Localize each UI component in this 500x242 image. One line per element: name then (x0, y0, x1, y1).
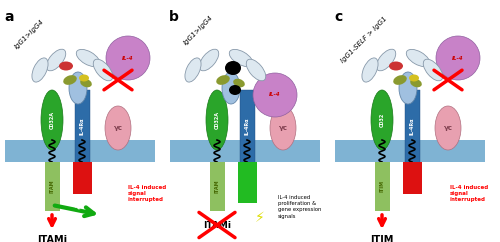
Text: IgG1>IgG4: IgG1>IgG4 (183, 14, 214, 46)
Ellipse shape (376, 49, 396, 71)
Text: CD32A: CD32A (50, 111, 54, 129)
Ellipse shape (371, 90, 393, 150)
Text: IL-4: IL-4 (269, 92, 281, 98)
FancyBboxPatch shape (170, 140, 320, 162)
Ellipse shape (270, 106, 296, 150)
Text: IgG1>IgG4: IgG1>IgG4 (14, 18, 46, 50)
FancyBboxPatch shape (240, 90, 254, 162)
Ellipse shape (80, 79, 92, 87)
Text: ⚡: ⚡ (255, 211, 265, 225)
FancyBboxPatch shape (44, 161, 60, 211)
Ellipse shape (424, 59, 442, 81)
Text: IL-4Rα: IL-4Rα (244, 117, 250, 135)
Ellipse shape (69, 72, 87, 104)
Ellipse shape (406, 49, 430, 67)
Text: ITAM: ITAM (214, 179, 220, 193)
Ellipse shape (94, 59, 112, 81)
Text: ITAMi: ITAMi (203, 220, 231, 229)
Ellipse shape (216, 75, 230, 85)
Text: IL-4Rα: IL-4Rα (80, 117, 84, 135)
Ellipse shape (185, 58, 201, 82)
Text: CD32: CD32 (380, 113, 384, 127)
Text: Induce: Induce (62, 197, 82, 211)
Ellipse shape (435, 106, 461, 150)
Ellipse shape (200, 49, 218, 71)
FancyBboxPatch shape (72, 161, 92, 194)
Text: IL-4 induced
signal
interrupted: IL-4 induced signal interrupted (450, 185, 488, 202)
Ellipse shape (399, 72, 417, 104)
FancyBboxPatch shape (402, 161, 421, 194)
Text: ITAM: ITAM (50, 179, 54, 193)
Text: IL-4Rα: IL-4Rα (410, 117, 414, 135)
Ellipse shape (206, 90, 228, 150)
Ellipse shape (230, 49, 252, 67)
Text: ITIM: ITIM (380, 180, 384, 192)
Text: a: a (4, 10, 14, 24)
Ellipse shape (79, 75, 89, 82)
Ellipse shape (32, 58, 48, 82)
FancyBboxPatch shape (74, 90, 90, 162)
FancyBboxPatch shape (5, 140, 155, 162)
Text: b: b (169, 10, 179, 24)
Ellipse shape (105, 106, 131, 150)
FancyBboxPatch shape (374, 161, 390, 211)
FancyBboxPatch shape (238, 161, 256, 203)
Text: IgG1-SELF > IgG1: IgG1-SELF > IgG1 (340, 15, 388, 64)
Ellipse shape (46, 49, 66, 71)
Ellipse shape (229, 85, 241, 95)
Circle shape (106, 36, 150, 80)
Text: c: c (334, 10, 342, 24)
Text: IL-4: IL-4 (122, 55, 134, 60)
Ellipse shape (410, 79, 422, 87)
Ellipse shape (389, 61, 403, 70)
Ellipse shape (59, 61, 73, 70)
Ellipse shape (63, 75, 77, 85)
FancyBboxPatch shape (210, 161, 224, 211)
Ellipse shape (233, 79, 245, 87)
Circle shape (253, 73, 297, 117)
Ellipse shape (225, 61, 241, 75)
Text: ITIM: ITIM (370, 235, 394, 242)
Ellipse shape (393, 75, 407, 85)
FancyBboxPatch shape (404, 90, 419, 162)
Ellipse shape (362, 58, 378, 82)
Text: ITAMi: ITAMi (37, 235, 67, 242)
Ellipse shape (76, 49, 100, 67)
Text: CD32A: CD32A (214, 111, 220, 129)
Text: γc: γc (114, 125, 122, 131)
FancyBboxPatch shape (335, 140, 485, 162)
Ellipse shape (41, 90, 63, 150)
Text: γc: γc (278, 125, 287, 131)
Text: γc: γc (444, 125, 452, 131)
Ellipse shape (409, 75, 419, 82)
Ellipse shape (222, 72, 240, 104)
Text: IL-4 induced
proliferation &
gene expression
signals: IL-4 induced proliferation & gene expres… (278, 195, 322, 219)
Text: IL-4 induced
signal
interrupted: IL-4 induced signal interrupted (128, 185, 166, 202)
Text: IL-4: IL-4 (452, 55, 464, 60)
Circle shape (436, 36, 480, 80)
Ellipse shape (246, 59, 266, 81)
